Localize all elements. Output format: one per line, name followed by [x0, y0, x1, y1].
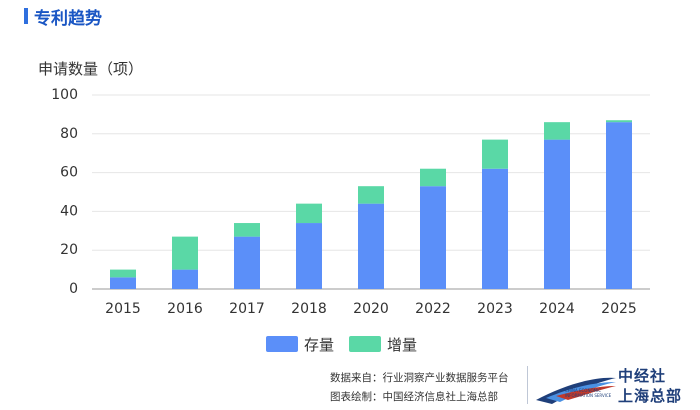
bar-segment-stock [110, 277, 136, 289]
ceis-logo-icon [536, 377, 616, 404]
bar-segment-increment [358, 186, 384, 204]
y-tick-label: 20 [60, 242, 78, 258]
bar-segment-stock [358, 203, 384, 289]
y-axis-label: 申请数量（项） [38, 60, 143, 78]
bar-segment-stock [172, 269, 198, 289]
x-tick-label: 2023 [477, 301, 513, 317]
bar-segment-increment [606, 120, 632, 123]
y-tick-label: 40 [60, 203, 78, 219]
bar-segment-stock [606, 122, 632, 289]
logo-text-line2: 上海总部 [618, 387, 683, 405]
y-tick-label: 80 [60, 126, 78, 142]
footer-divider [527, 366, 528, 404]
logo-english-line1: CHINA ECONOMIC [565, 388, 602, 393]
bar-segment-increment [110, 269, 136, 278]
legend-label: 存量 [304, 336, 334, 354]
bar-segment-increment [172, 236, 198, 270]
logo-english-line2: INFORMATION SERVICE [565, 393, 612, 398]
bar-segment-increment [296, 203, 322, 224]
x-tick-label: 2024 [539, 301, 575, 317]
legend-swatch [349, 336, 381, 352]
x-tick-label: 2017 [229, 301, 265, 317]
legend: 存量 增量 [266, 336, 417, 354]
legend-label: 增量 [387, 336, 417, 354]
chart-credit-text: 图表绘制：中国经济信息社上海总部 [330, 391, 498, 403]
bars [110, 120, 632, 289]
bar-segment-increment [234, 223, 260, 237]
bar-segment-stock [482, 168, 508, 289]
x-tick-label: 2025 [601, 301, 637, 317]
patent-trend-chart: 申请数量（项） 0 20 40 60 80 100 2015 2016 2017 2018 202… [38, 60, 650, 354]
section-accent-bar [24, 8, 28, 24]
x-tick-label: 2016 [167, 301, 203, 317]
x-tick-label: 2015 [105, 301, 141, 317]
x-tick-label: 2020 [353, 301, 389, 317]
y-tick-labels: 0 20 40 60 80 100 [51, 87, 78, 297]
bar-segment-stock [296, 223, 322, 289]
bar-segment-stock [544, 139, 570, 289]
x-tick-labels: 2015 2016 2017 2018 2020 2022 2023 2024 2025 [105, 301, 637, 317]
bar-segment-stock [420, 186, 446, 289]
legend-swatch [266, 336, 298, 352]
x-tick-label: 2018 [291, 301, 327, 317]
bar-segment-increment [420, 168, 446, 187]
y-tick-label: 0 [69, 281, 78, 297]
logo-text-line1: 中经社 [618, 367, 667, 385]
bar-segment-increment [544, 122, 570, 140]
bar-segment-increment [482, 139, 508, 169]
data-source-text: 数据来自：行业洞察产业数据服务平台 [330, 372, 509, 384]
section-title: 专利趋势 [34, 9, 102, 29]
y-tick-label: 60 [60, 165, 78, 181]
y-tick-label: 100 [51, 87, 78, 103]
x-tick-label: 2022 [415, 301, 451, 317]
bar-segment-stock [234, 236, 260, 289]
